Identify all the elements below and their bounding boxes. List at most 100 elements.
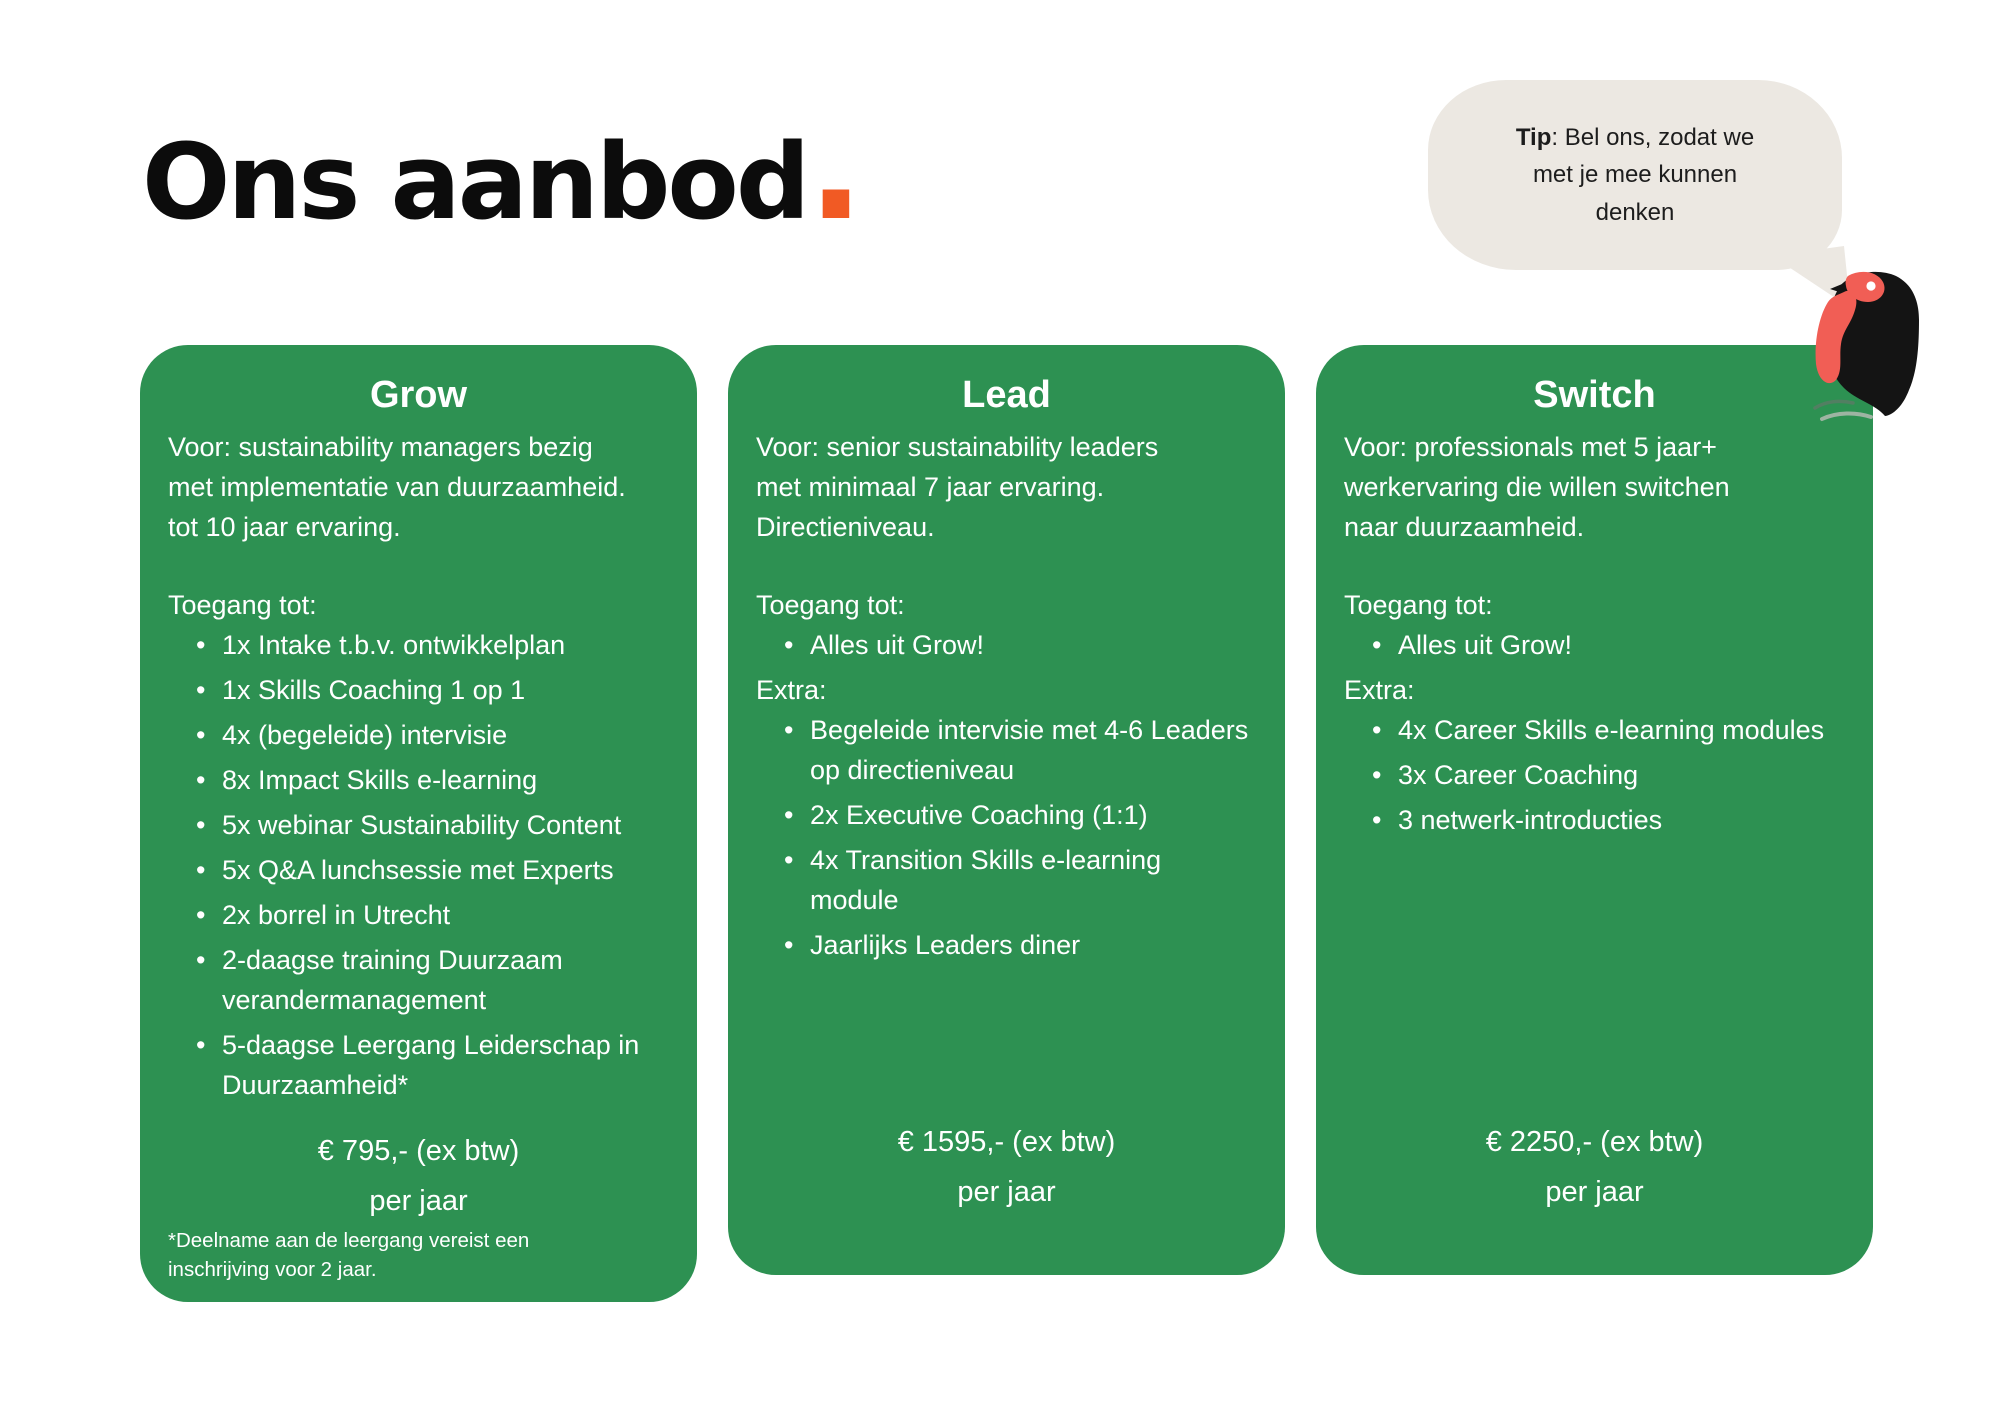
card-intro: Voor: professionals met 5 jaar+ werkerva… (1344, 432, 1730, 543)
face-patch (1845, 271, 1885, 302)
benefit-item-text: 2x Executive Coaching (1:1) (810, 800, 1148, 831)
card-price: € 795,- (ex btw) (317, 1134, 520, 1167)
bullet-icon: • (196, 899, 206, 930)
benefit-item: • Jaarlijks Leaders diner (776, 926, 1257, 966)
card-price-period: per jaar (369, 1184, 468, 1217)
bullet-icon: • (196, 720, 206, 751)
benefit-item: • 4x Transition Skills e-learning module (776, 841, 1257, 921)
benefit-item-text: 4x Career Skills e-learning modules (1398, 715, 1825, 746)
page-title-text: Ons aanbod (142, 121, 810, 243)
bullet-icon: • (1372, 630, 1382, 661)
section-label: Toegang tot: (756, 590, 905, 621)
card-intro: Voor: sustainability managers bezig met … (168, 432, 626, 543)
benefit-item: • Alles uit Grow! (776, 626, 1257, 666)
benefit-item-text: 5-daagse Leergang Leiderschap in Duurzaa… (222, 1029, 640, 1100)
benefit-item-text: Jaarlijks Leaders diner (810, 929, 1081, 960)
card-price: € 2250,- (ex btw) (1485, 1125, 1704, 1158)
card-sections: Toegang tot: • 1x Intake t.b.v. ontwikkelp… (168, 586, 669, 1110)
card-footnote: *Deelname aan de leergang vereist een in… (168, 1228, 530, 1281)
benefit-item-text: Begeleide intervisie met 4-6 Leaders op … (810, 715, 1249, 786)
benefit-list: • Alles uit Grow! (1364, 626, 1845, 666)
benefit-item: • 5x webinar Sustainability Content (188, 806, 669, 846)
card-price-block: € 2250,- (ex btw) per jaar (1344, 1121, 1845, 1213)
benefit-item: • 1x Intake t.b.v. ontwikkelplan (188, 626, 669, 666)
bullet-icon: • (784, 929, 794, 960)
benefit-item-text: 3x Career Coaching (1398, 760, 1639, 791)
benefit-item-text: Alles uit Grow! (1398, 630, 1573, 661)
tip-label: Tip (1515, 124, 1552, 152)
benefit-item: • 2x borrel in Utrecht (188, 896, 669, 936)
card-title: Grow (369, 374, 468, 416)
benefit-list: • Begeleide intervisie met 4-6 Leaders op… (776, 711, 1257, 966)
benefit-item: • 5-daagse Leergang Leiderschap in Duurza… (188, 1026, 669, 1106)
bullet-icon: • (1372, 760, 1382, 791)
section-label: Toegang tot: (168, 590, 317, 621)
eye (1866, 281, 1876, 291)
card-price-period: per jaar (957, 1175, 1056, 1208)
benefit-item: • 3 netwerk-introducties (1364, 801, 1845, 841)
benefit-item-text: 8x Impact Skills e-learning (222, 765, 538, 796)
bullet-icon: • (196, 765, 206, 796)
pricing-card: Grow Voor: sustainability managers bezig… (140, 345, 697, 1302)
card-sections: Toegang tot: • Alles uit Grow! Extra: • 4x Ca… (1344, 586, 1845, 846)
tip-speech-bubble: Tip: Bel ons, zodat we met je mee kunnen… (1428, 80, 1842, 270)
card-sections: Toegang tot: • Alles uit Grow! Extra: • Begel… (756, 586, 1257, 971)
pricing-cards-row: Grow Voor: sustainability managers bezig… (140, 345, 1873, 1302)
card-price: € 1595,- (ex btw) (897, 1125, 1116, 1158)
benefit-item-text: 1x Skills Coaching 1 op 1 (222, 675, 526, 706)
bullet-icon: • (196, 675, 206, 706)
benefit-item-text: 2-daagse training Duurzaam verandermanag… (222, 944, 563, 1015)
benefit-item: • 4x (begeleide) intervisie (188, 716, 669, 756)
benefit-item-text: 4x (begeleide) intervisie (222, 720, 508, 751)
card-price-block: € 795,- (ex btw) per jaar (168, 1130, 669, 1222)
benefit-item-text: 3 netwerk-introducties (1398, 805, 1663, 836)
card-intro: Voor: senior sustainability leaders met … (756, 432, 1159, 543)
page-title: Ons aanbod. (142, 91, 865, 242)
bullet-icon: • (196, 1029, 206, 1060)
pricing-card: Lead Voor: senior sustainability leaders… (728, 345, 1285, 1275)
benefit-item: • 3x Career Coaching (1364, 756, 1845, 796)
card-price-period: per jaar (1545, 1175, 1644, 1208)
benefit-item-text: 5x Q&A lunchsessie met Experts (222, 854, 614, 885)
section-label: Toegang tot: (1344, 590, 1493, 621)
card-title: Lead (962, 374, 1051, 416)
benefit-item: • Begeleide intervisie met 4-6 Leaders op… (776, 711, 1257, 791)
benefit-item: • Alles uit Grow! (1364, 626, 1845, 666)
benefit-item-text: Alles uit Grow! (810, 630, 985, 661)
chest-patch (1815, 290, 1857, 384)
benefit-item: • 8x Impact Skills e-learning (188, 761, 669, 801)
benefit-item-text: 1x Intake t.b.v. ontwikkelplan (222, 630, 566, 661)
benefit-item-text: 2x borrel in Utrecht (222, 899, 451, 930)
benefit-item: • 4x Career Skills e-learning modules (1364, 711, 1845, 751)
benefit-item: • 2-daagse training Duurzaam verandermana… (188, 941, 669, 1021)
benefit-list: • 1x Intake t.b.v. ontwikkelplan • 1x Skill… (188, 626, 669, 1105)
bullet-icon: • (784, 844, 794, 875)
benefit-list: • 4x Career Skills e-learning modules • 3x … (1364, 711, 1845, 841)
benefit-item: • 2x Executive Coaching (1:1) (776, 796, 1257, 836)
benefit-item: • 1x Skills Coaching 1 op 1 (188, 671, 669, 711)
swoosh-light (1820, 411, 1873, 421)
card-title: Switch (1533, 374, 1656, 416)
pricing-card: Switch Voor: professionals met 5 jaar+ w… (1316, 345, 1873, 1275)
bullet-icon: • (784, 800, 794, 831)
bullet-icon: • (784, 630, 794, 661)
bullet-icon: • (196, 810, 206, 841)
bullet-icon: • (196, 944, 206, 975)
bullet-icon: • (1372, 715, 1382, 746)
benefit-item-text: 4x Transition Skills e-learning module (810, 844, 1162, 915)
bullet-icon: • (196, 630, 206, 661)
benefit-list: • Alles uit Grow! (776, 626, 1257, 666)
section-label: Extra: (756, 675, 827, 706)
section-label: Extra: (1344, 675, 1415, 706)
swoosh-dark (1813, 399, 1855, 410)
bullet-icon: • (1372, 805, 1382, 836)
benefit-item-text: 5x webinar Sustainability Content (222, 810, 622, 841)
penguin-mascot-icon (1813, 271, 1919, 421)
title-period-dot: . (807, 78, 864, 254)
benefit-item: • 5x Q&A lunchsessie met Experts (188, 851, 669, 891)
bullet-icon: • (784, 715, 794, 746)
tip-body: : Bel ons, zodat we met je mee kunnen de… (1532, 124, 1755, 226)
tip-text: Tip: Bel ons, zodat we met je mee kunnen… (1516, 119, 1754, 231)
bullet-icon: • (196, 854, 206, 885)
card-price-block: € 1595,- (ex btw) per jaar (756, 1121, 1257, 1213)
